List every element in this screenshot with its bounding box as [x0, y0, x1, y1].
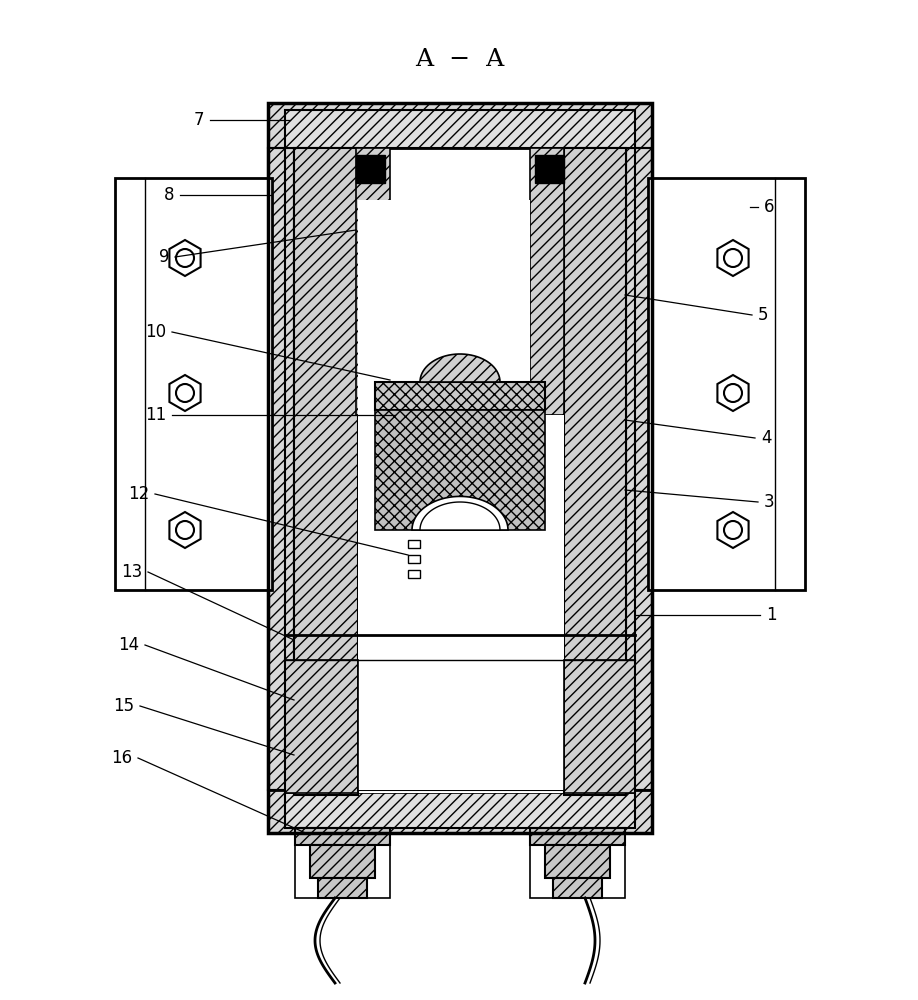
Polygon shape — [285, 793, 635, 828]
Bar — [408, 570, 420, 578]
Polygon shape — [717, 512, 748, 548]
Text: 9: 9 — [159, 248, 169, 266]
Polygon shape — [358, 200, 530, 415]
Circle shape — [176, 521, 194, 539]
Polygon shape — [530, 828, 625, 845]
Text: 5: 5 — [758, 306, 768, 324]
Text: 11: 11 — [145, 406, 166, 424]
Polygon shape — [564, 148, 626, 795]
Text: 3: 3 — [764, 493, 775, 511]
Polygon shape — [310, 845, 375, 878]
Polygon shape — [375, 382, 545, 410]
Text: 8: 8 — [163, 186, 174, 204]
Polygon shape — [170, 512, 201, 548]
Polygon shape — [268, 103, 652, 833]
Polygon shape — [358, 660, 564, 793]
Circle shape — [724, 521, 742, 539]
Polygon shape — [564, 660, 635, 793]
Polygon shape — [285, 110, 635, 148]
Polygon shape — [626, 148, 652, 790]
Polygon shape — [115, 178, 272, 590]
Polygon shape — [294, 148, 358, 795]
Polygon shape — [420, 354, 500, 382]
Circle shape — [724, 384, 742, 402]
Polygon shape — [545, 845, 610, 878]
Text: 12: 12 — [128, 485, 149, 503]
Polygon shape — [420, 502, 500, 530]
Text: 10: 10 — [145, 323, 166, 341]
Bar — [408, 540, 420, 548]
Circle shape — [176, 384, 194, 402]
Polygon shape — [375, 410, 545, 530]
Polygon shape — [535, 155, 564, 183]
Polygon shape — [358, 415, 564, 790]
Polygon shape — [268, 103, 652, 148]
Text: 14: 14 — [118, 636, 139, 654]
Polygon shape — [412, 496, 508, 530]
Polygon shape — [717, 375, 748, 411]
Polygon shape — [530, 148, 564, 415]
Polygon shape — [268, 790, 652, 833]
Polygon shape — [170, 375, 201, 411]
Polygon shape — [285, 660, 358, 793]
Polygon shape — [717, 240, 748, 276]
Circle shape — [176, 249, 194, 267]
Text: 1: 1 — [766, 606, 777, 624]
Circle shape — [724, 249, 742, 267]
Text: 16: 16 — [111, 749, 132, 767]
Polygon shape — [170, 240, 201, 276]
Polygon shape — [553, 878, 602, 898]
Bar — [408, 555, 420, 563]
Polygon shape — [356, 155, 385, 183]
Text: A  −  A: A − A — [415, 48, 505, 72]
Text: 7: 7 — [194, 111, 204, 129]
Polygon shape — [294, 148, 626, 790]
Text: 4: 4 — [761, 429, 771, 447]
Polygon shape — [295, 828, 390, 845]
Polygon shape — [268, 148, 294, 790]
Polygon shape — [648, 178, 805, 590]
Text: 15: 15 — [113, 697, 134, 715]
Text: 6: 6 — [764, 198, 775, 216]
Text: 13: 13 — [121, 563, 142, 581]
Polygon shape — [356, 148, 390, 415]
Polygon shape — [318, 878, 367, 898]
